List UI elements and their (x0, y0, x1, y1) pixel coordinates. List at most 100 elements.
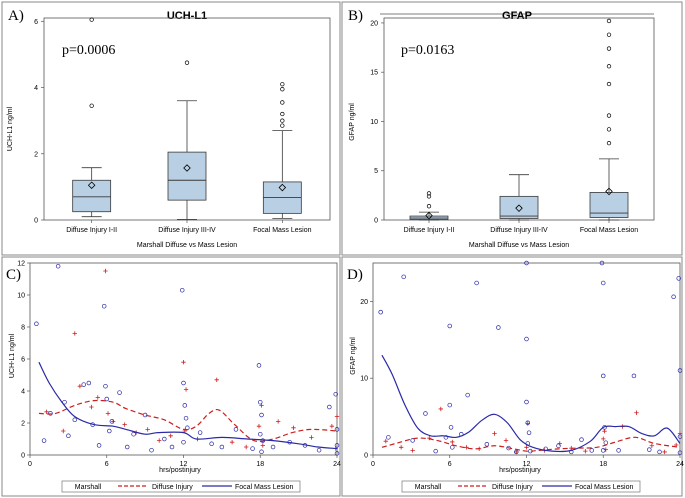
panel-c-point-focal (86, 380, 92, 386)
panel-d-border (341, 256, 683, 497)
panel-c-point-diffuse (156, 438, 162, 443)
panel-d-point-diffuse (438, 406, 443, 412)
panel-d-point-focal (443, 435, 449, 440)
panel-b-label: B) (348, 8, 363, 24)
panel-c-point-diffuse (105, 411, 111, 416)
panel-a-xtick-label: Focal Mass Lesion (253, 227, 311, 234)
panel-d-point-focal (677, 368, 683, 373)
panel-d-point-focal (378, 309, 383, 315)
panel-c-point-focal (250, 446, 255, 451)
panel-d-point-diffuse (634, 410, 639, 415)
panel-c-point-diffuse (214, 377, 219, 382)
panel-c-point-focal (109, 419, 115, 424)
panel-b-pvalue: p=0.0163 (401, 43, 454, 58)
panel-b-mean-marker (425, 211, 433, 220)
panel-d-point-diffuse (662, 449, 667, 455)
panel-c-point-diffuse (72, 331, 77, 336)
panel-a-ytick-label: 6 (34, 19, 38, 26)
panel-a-xtick-label: Diffuse Injury III-IV (158, 227, 216, 234)
panel-c-point-diffuse (89, 404, 94, 410)
panel-c-point-focal (334, 427, 340, 432)
panel-d-ytick-label: 0 (364, 453, 368, 460)
panel-c-point-focal (259, 412, 264, 418)
panel-c-point-focal (258, 431, 263, 437)
panel-a-border (1, 1, 341, 256)
panel-c-point-diffuse (334, 414, 340, 419)
panel-c-xtick-label: 0 (28, 461, 32, 468)
panel-c-point-focal (117, 390, 122, 395)
panel-d-ytick-label: 20 (360, 299, 368, 306)
panel-c-point-diffuse (95, 395, 100, 400)
panel-a-outlier (280, 100, 285, 105)
panel-c-ytick-label: 6 (21, 357, 25, 364)
panel-b-mean-marker (515, 204, 523, 212)
panel-c-point-focal (55, 263, 61, 269)
panel-d-point-focal (677, 450, 683, 455)
panel-c-ytick-label: 2 (21, 421, 25, 428)
panel-d-curve-focal (381, 354, 681, 453)
panel-d-point-focal (474, 280, 479, 286)
panel-b-ytick-label: 5 (374, 168, 378, 175)
panel-b-ytick-label: 15 (370, 70, 378, 77)
panel-d-point-diffuse (383, 438, 388, 444)
panel-c-point-diffuse (122, 422, 127, 427)
panel-c-point-focal (101, 303, 107, 309)
panel-c-point-diffuse (260, 443, 266, 448)
panel-d-point-focal (600, 448, 606, 453)
panel-d-point-focal (599, 260, 605, 266)
panel-c-point-focal (131, 431, 136, 437)
panel-d-point-focal (450, 445, 455, 450)
panel-c-point-focal (181, 439, 186, 445)
panel-d-point-diffuse (649, 443, 655, 448)
panel-b-outlier (606, 127, 612, 132)
panel-d-point-diffuse (602, 428, 607, 434)
panel-c-point-focal (316, 447, 322, 453)
panel-c-ylabel: UCH-L1 ng/ml (9, 333, 16, 378)
panel-d-point-focal (447, 323, 453, 329)
panel-c-point-diffuse (61, 428, 66, 434)
panel-b-ylabel: GFAP ng/ml (349, 103, 356, 141)
panel-d-point-focal (423, 411, 428, 416)
panel-b-outlier (606, 140, 612, 146)
panel-c-xtick-label: 18 (256, 461, 264, 468)
panel-d-point-diffuse (450, 439, 455, 445)
panel-c-legend-title: Marshall (75, 484, 102, 491)
panel-d-point-focal (616, 448, 621, 453)
panel-d-point-diffuse (427, 435, 432, 441)
panel-d-ytick-label: 10 (360, 376, 368, 383)
panel-c-legend-focal: Focal Mass Lesion (235, 484, 293, 491)
panel-c-xtick-label: 6 (105, 461, 109, 468)
panel-d-legend-title: Marshall (415, 484, 442, 491)
panel-d-point-focal (465, 392, 470, 398)
panel-c-xtick-label: 24 (333, 461, 341, 468)
panel-d-point-focal (484, 441, 490, 447)
panel-d-point-focal (526, 430, 532, 435)
panel-c-point-focal (333, 391, 338, 397)
panel-c-point-focal (124, 444, 130, 450)
panel-b-ytick-label: 0 (374, 218, 378, 225)
panel-d-point-diffuse (601, 436, 606, 442)
panel-d-point-focal (600, 373, 606, 379)
panel-b-outlier (606, 113, 612, 118)
panel-d-legend: Marshall Diffuse Injury Focal Mass Lesio… (401, 480, 641, 493)
panel-d-point-focal (657, 449, 662, 455)
panel-d-point-focal (448, 425, 454, 430)
panel-c-point-focal (182, 403, 188, 408)
panel-c-legend-diffuse: Diffuse Injury (152, 484, 193, 491)
panel-d-point-focal (579, 437, 584, 442)
panel-c-point-focal (107, 428, 112, 434)
panel-d-curve-diffuse (381, 436, 681, 452)
panel-d-point-diffuse (557, 441, 562, 446)
panel-d-point-focal (524, 260, 529, 266)
panel-a-ytick-label: 4 (34, 85, 38, 92)
panel-d-point-focal (677, 434, 683, 439)
panel-c-xlabel: hrs/postinjury (159, 467, 201, 474)
panel-a-mean-marker (278, 183, 287, 192)
panel-d-point-diffuse (492, 431, 497, 436)
panel-c-point-focal (270, 444, 276, 450)
panel-c-point-focal (183, 415, 189, 421)
panel-b-outlier (606, 46, 612, 51)
panel-d-point-focal (589, 448, 594, 453)
panel-b-box (499, 195, 539, 219)
